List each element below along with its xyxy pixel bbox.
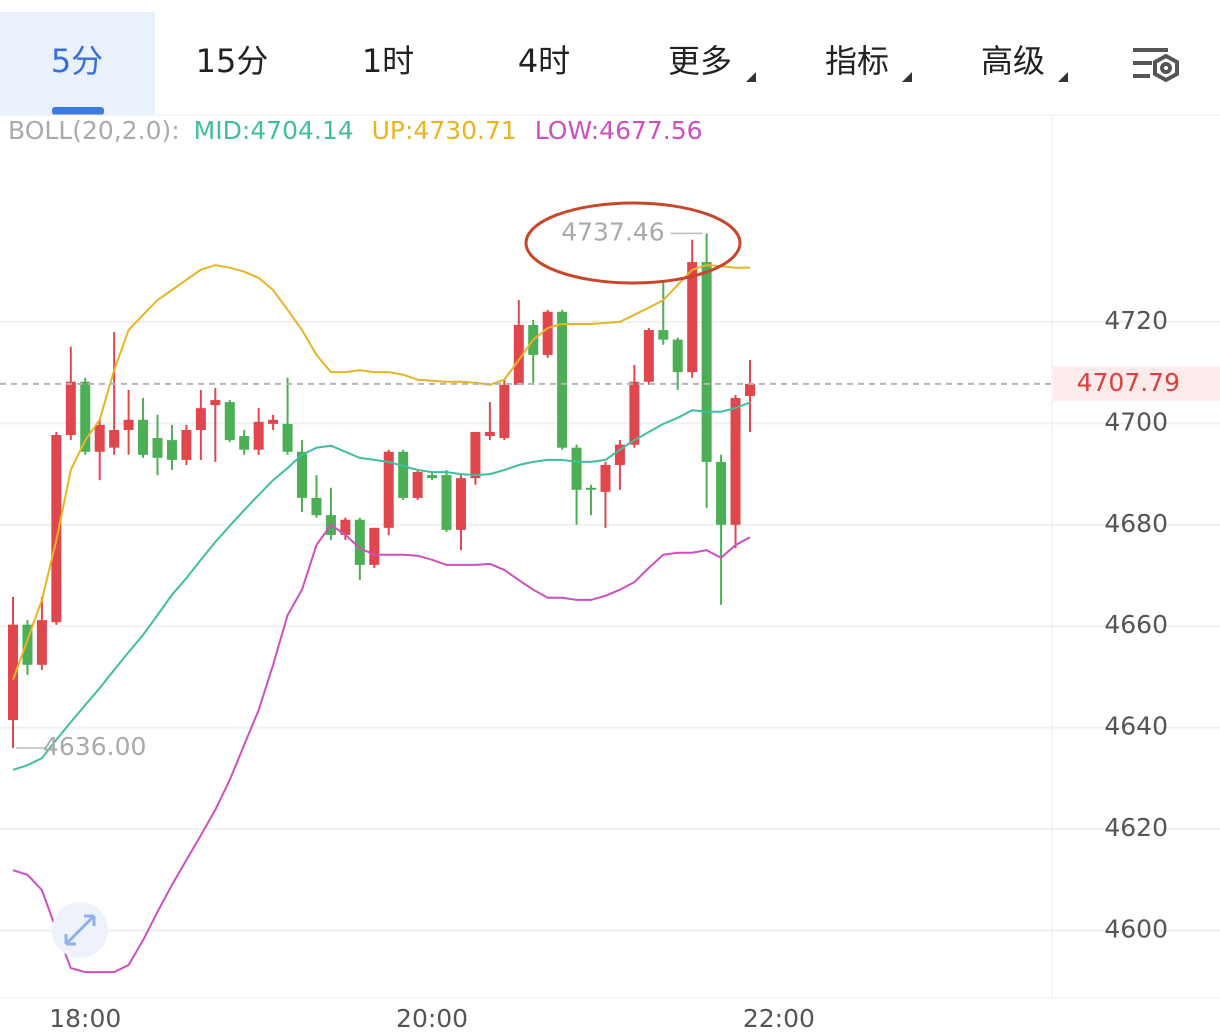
candle-body (65, 381, 76, 436)
tab[interactable]: 5分 (51, 42, 103, 80)
legend-name: UP: (372, 116, 414, 145)
candle-body (412, 472, 423, 498)
indicator-legend: BOLL(20,2.0): MID:4704.14 UP:4730.71 LOW… (8, 116, 703, 145)
candle-body (369, 527, 380, 565)
candle-body (658, 330, 669, 340)
legend-name: MID: (194, 116, 251, 145)
candle-body (557, 311, 568, 448)
candle-body (253, 421, 264, 450)
low-label: 4636.00 (43, 732, 146, 761)
tab[interactable]: 指标 (825, 42, 889, 80)
x-tick-label: 18:00 (49, 1004, 121, 1032)
candle-body (8, 624, 19, 721)
candle-body (224, 402, 235, 441)
candle-body (427, 475, 438, 479)
candle-body (166, 440, 177, 460)
candle-body (441, 475, 452, 530)
candle-body (586, 487, 597, 490)
candle-body (210, 400, 221, 406)
candle-body (195, 408, 206, 430)
tab[interactable]: 4时 (518, 42, 570, 80)
high-label: 4737.46 (561, 217, 664, 246)
candle-body (398, 451, 409, 498)
candle-body (152, 438, 163, 458)
dropdown-caret (746, 72, 1068, 82)
last-price-bg (1053, 366, 1220, 401)
candle-body (22, 624, 33, 665)
zoom-button[interactable] (52, 902, 108, 958)
tab[interactable]: 高级 (981, 42, 1045, 80)
candle-body (744, 383, 755, 396)
candle-body (51, 435, 62, 623)
candle-body (629, 381, 640, 445)
legend-name: LOW: (535, 116, 599, 145)
x-tick-label: 22:00 (743, 1004, 815, 1032)
legend-value: 4677.56 (599, 116, 702, 145)
y-tick-label: 4620 (1104, 813, 1168, 842)
candle-body (730, 398, 741, 525)
candle-body (470, 431, 481, 479)
legend-indicator: BOLL(20,2.0): (8, 116, 180, 145)
bollinger-line (12, 401, 751, 771)
x-tick-label: 20:00 (396, 1004, 468, 1032)
y-tick-label: 4660 (1104, 610, 1168, 639)
candle-body (282, 423, 293, 452)
highlight-circle (524, 201, 742, 285)
candle-body (109, 429, 120, 448)
candle-body (716, 461, 727, 525)
candle-body (513, 324, 524, 385)
candle-body (181, 429, 192, 460)
candle-body (311, 497, 322, 516)
candle-body (499, 384, 510, 439)
tab[interactable]: 更多 (668, 42, 732, 80)
candle-body (354, 519, 365, 565)
candle-body (36, 620, 47, 665)
tab-underline (52, 107, 104, 115)
last-price-label: 4707.79 (1077, 368, 1180, 397)
candle-body (643, 330, 654, 382)
candle-body (455, 478, 466, 530)
candle-body (94, 424, 105, 452)
y-tick-label: 4680 (1104, 509, 1168, 538)
bollinger-line (12, 264, 751, 681)
y-tick-label: 4720 (1104, 306, 1168, 335)
settings-icon[interactable] (1133, 48, 1179, 83)
candle-body (297, 451, 308, 498)
candle-body (268, 419, 279, 424)
legend-value: 4704.14 (250, 116, 353, 145)
candle-body (571, 447, 582, 490)
candle-body (687, 262, 698, 373)
candle-body (123, 419, 134, 430)
candle-body (614, 444, 625, 465)
candle-body (600, 464, 611, 492)
candle-body (80, 381, 91, 452)
candle-body (138, 419, 149, 455)
y-tick-label: 4600 (1104, 915, 1168, 944)
y-tick-label: 4700 (1104, 407, 1168, 436)
candle-body (383, 451, 394, 528)
y-tick-label: 4640 (1104, 712, 1168, 741)
bollinger-line (12, 523, 751, 974)
candle-body (239, 436, 250, 450)
candle-body (701, 262, 712, 462)
legend-value: 4730.71 (413, 116, 516, 145)
candle-body (672, 339, 683, 373)
candle-body (484, 431, 495, 437)
candle-body (340, 519, 351, 535)
plot: 4600 4620 4640 4660 4680 4700 4720 18:00 20:00 22… (0, 217, 1220, 1032)
tab-selected-bg (0, 12, 155, 115)
tab[interactable]: 1时 (362, 42, 414, 80)
tab[interactable]: 15分 (196, 42, 269, 80)
candle-body (542, 311, 553, 355)
